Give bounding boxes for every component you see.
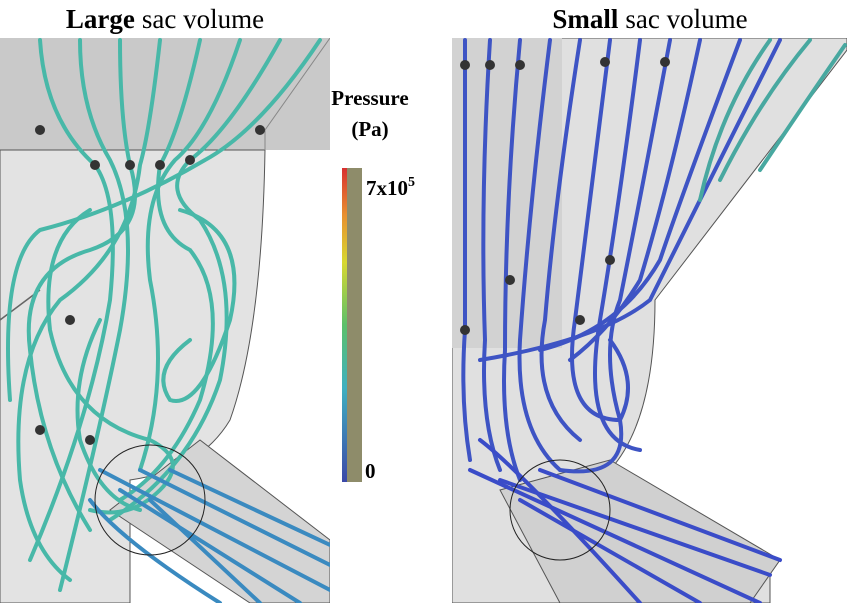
title-bold: Small: [552, 4, 619, 34]
colorbar-min: 0: [365, 459, 376, 483]
title-rest: sac volume: [142, 4, 264, 34]
left-panel: [0, 38, 330, 603]
max-base: 7x10: [366, 176, 408, 200]
colorbar-body: [347, 168, 362, 482]
colorbar-scale: [342, 168, 347, 482]
colorbar-unit: (Pa): [351, 117, 388, 141]
max-exponent: 5: [408, 175, 415, 190]
figure: Largesac volume Pressure (Pa) 7x105 0: [0, 0, 847, 603]
colorbar: Pressure (Pa) 7x105 0: [331, 86, 415, 483]
title-rest: sac volume: [625, 4, 747, 34]
title-bold: Large: [66, 4, 135, 34]
right-panel: [452, 38, 847, 603]
colorbar-title: Pressure: [331, 86, 408, 110]
colorbar-max: 7x105: [366, 175, 415, 200]
